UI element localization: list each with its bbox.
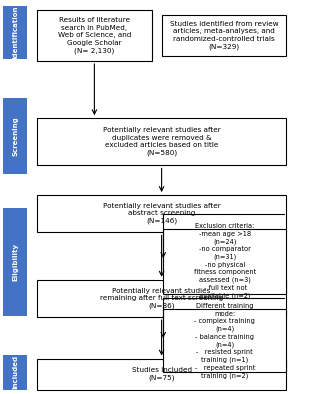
- Text: Identification: Identification: [12, 6, 18, 59]
- FancyBboxPatch shape: [3, 6, 27, 59]
- Text: Screening: Screening: [12, 116, 18, 156]
- FancyBboxPatch shape: [37, 359, 286, 390]
- Text: Potentially relevant studies
remaining after full text screening
(N=86): Potentially relevant studies remaining a…: [100, 288, 223, 309]
- FancyBboxPatch shape: [37, 195, 286, 232]
- Text: Exclusion criteria:
-mean age >18
(n=24)
-no comparator
(n=31)
-no physical
fitn: Exclusion criteria: -mean age >18 (n=24)…: [194, 223, 256, 299]
- Text: Different training
mode:
- complex training
(n=4)
- balance training
(n=4)
-   r: Different training mode: - complex train…: [194, 303, 255, 379]
- Text: Potentially relevant studies after
abstract screening
(N=146): Potentially relevant studies after abstr…: [103, 203, 220, 225]
- Text: Potentially relevant studies after
duplicates were removed &
excluded articles b: Potentially relevant studies after dupli…: [103, 127, 220, 156]
- Text: Results of literature
search in PubMed,
Web of Science, and
Google Scholar
(N= 2: Results of literature search in PubMed, …: [58, 17, 131, 54]
- FancyBboxPatch shape: [3, 208, 27, 316]
- Text: Studies identified from review
articles, meta-analyses, and
randomized-controlle: Studies identified from review articles,…: [170, 21, 278, 50]
- Text: Studies included
(N=75): Studies included (N=75): [132, 367, 192, 381]
- FancyBboxPatch shape: [162, 15, 286, 56]
- FancyBboxPatch shape: [3, 355, 27, 390]
- FancyBboxPatch shape: [163, 309, 286, 372]
- FancyBboxPatch shape: [37, 280, 286, 317]
- FancyBboxPatch shape: [37, 118, 286, 165]
- FancyBboxPatch shape: [3, 98, 27, 174]
- Text: Eligibility: Eligibility: [12, 243, 18, 281]
- FancyBboxPatch shape: [163, 229, 286, 294]
- Text: Included: Included: [12, 355, 18, 389]
- FancyBboxPatch shape: [37, 10, 152, 61]
